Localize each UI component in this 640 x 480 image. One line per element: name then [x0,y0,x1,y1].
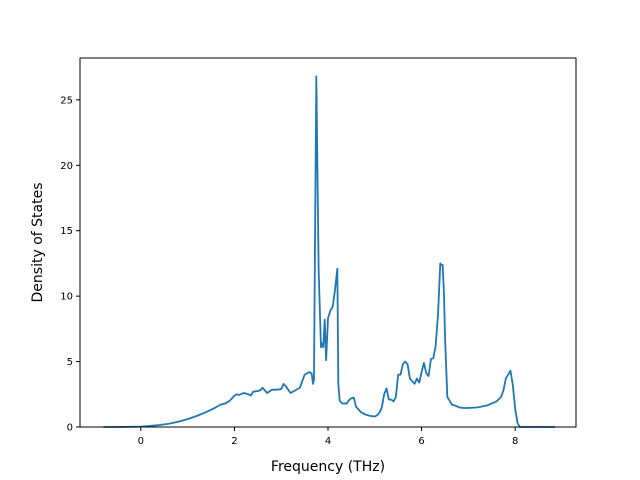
x-axis-label: Frequency (THz) [271,459,385,475]
y-tick-label: 10 [60,292,73,303]
axes-frame [79,57,577,428]
y-tick-label: 15 [60,226,73,237]
y-tick-label: 5 [67,357,73,368]
y-tick-label: 0 [67,423,73,434]
y-axis-ticks: 0 5 10 15 20 25 [60,95,80,434]
x-tick-label: 6 [418,436,424,447]
y-tick-label: 25 [60,95,73,106]
y-tick-label: 20 [60,161,73,172]
x-tick-label: 8 [512,436,518,447]
x-tick-label: 2 [231,436,237,447]
x-tick-label: 4 [325,436,331,447]
y-axis-label: Density of States [30,183,46,303]
plot-area [103,75,555,428]
dos-series-line [103,75,555,428]
x-tick-label: 0 [138,436,144,447]
x-axis-ticks: 0 2 4 6 8 [138,427,518,447]
